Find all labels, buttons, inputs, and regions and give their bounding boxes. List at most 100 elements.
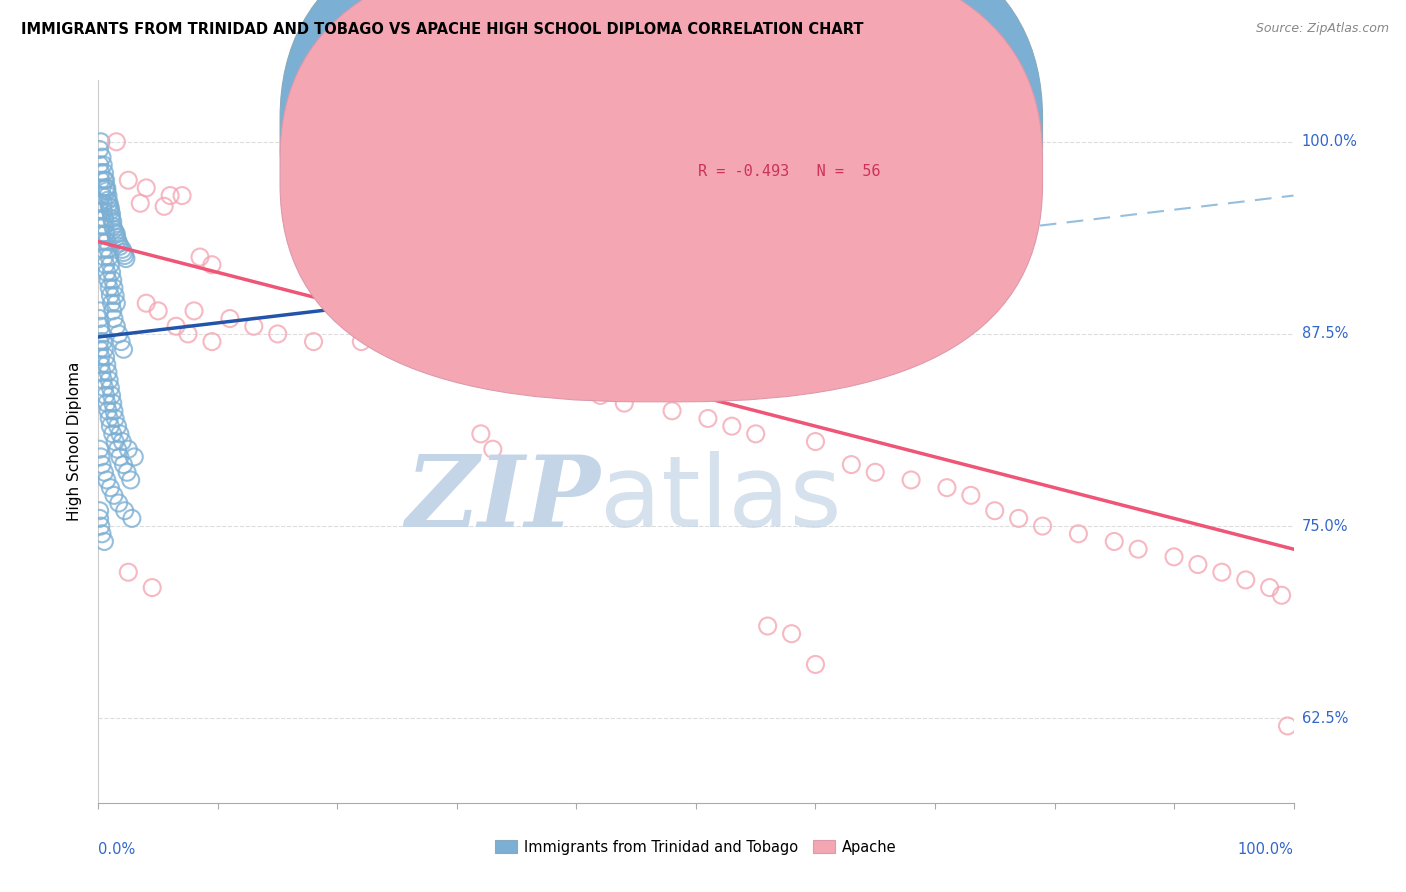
Point [815, 842, 838, 856]
Point [103, 222, 125, 236]
Point [98, 281, 121, 295]
Point [89, 442, 111, 457]
Point [1211, 565, 1233, 579]
Point [90, 165, 112, 179]
Text: 100.0%: 100.0% [1237, 842, 1294, 856]
Point [97, 188, 120, 202]
Point [936, 481, 959, 495]
Point [96, 235, 118, 249]
Point [93, 211, 115, 226]
Point [98, 196, 121, 211]
Point [103, 281, 125, 295]
Point [89, 334, 111, 349]
Point [112, 458, 135, 472]
Point [100, 296, 122, 310]
Point [398, 334, 420, 349]
Point [865, 465, 887, 479]
Point [780, 626, 803, 640]
Point [93, 250, 115, 264]
Point [101, 219, 124, 234]
Point [103, 404, 125, 418]
Point [541, 343, 564, 357]
Point [661, 404, 683, 418]
Point [900, 473, 922, 487]
Point [117, 442, 139, 457]
Point [97, 273, 120, 287]
Point [91, 526, 114, 541]
Point [104, 288, 127, 302]
Point [90, 319, 112, 334]
Point [98, 199, 121, 213]
Point [124, 450, 146, 464]
Point [90, 358, 112, 372]
Point [93, 173, 115, 187]
Point [201, 334, 224, 349]
Point [100, 265, 122, 279]
Point [90, 219, 112, 234]
Point [697, 411, 720, 425]
Point [1277, 719, 1299, 733]
Point [129, 196, 152, 211]
Text: 62.5%: 62.5% [1302, 711, 1348, 726]
Point [1271, 588, 1294, 602]
Text: 75.0%: 75.0% [1302, 518, 1348, 533]
FancyBboxPatch shape [619, 98, 1025, 211]
Point [135, 296, 157, 310]
Point [94, 181, 117, 195]
Text: R = -0.493   N =  56: R = -0.493 N = 56 [699, 164, 882, 178]
Point [93, 219, 115, 234]
Point [94, 350, 117, 364]
Point [94, 173, 117, 187]
Point [110, 334, 132, 349]
Point [98, 481, 122, 495]
Point [141, 581, 163, 595]
Legend: Immigrants from Trinidad and Tobago, Apache: Immigrants from Trinidad and Tobago, Apa… [489, 834, 903, 861]
Point [117, 565, 139, 579]
Point [90, 350, 112, 364]
Point [91, 326, 114, 341]
Point [1258, 581, 1281, 595]
Point [153, 199, 176, 213]
Point [101, 396, 124, 410]
Point [96, 265, 118, 279]
Point [589, 388, 612, 402]
Point [1104, 534, 1126, 549]
Point [89, 311, 111, 326]
Point [1163, 549, 1185, 564]
Point [984, 504, 1007, 518]
Point [96, 396, 118, 410]
Point [100, 211, 122, 226]
Point [104, 226, 127, 240]
Point [960, 488, 983, 502]
Point [159, 188, 181, 202]
Point [721, 419, 744, 434]
Point [103, 311, 125, 326]
Point [1128, 542, 1150, 557]
Point [103, 488, 125, 502]
Point [115, 252, 138, 266]
Point [90, 450, 112, 464]
Point [1187, 558, 1209, 572]
Point [107, 496, 129, 510]
Point [91, 181, 114, 195]
Point [91, 458, 114, 472]
Point [841, 458, 863, 472]
Point [1032, 519, 1054, 533]
Point [481, 442, 505, 457]
Point [96, 358, 118, 372]
Point [94, 388, 117, 402]
Point [458, 343, 481, 357]
Point [90, 519, 112, 533]
Point [98, 411, 121, 425]
Point [114, 248, 136, 262]
Point [165, 319, 187, 334]
Point [267, 326, 290, 341]
Point [108, 426, 131, 441]
Point [90, 211, 112, 226]
Point [94, 258, 117, 272]
Point [470, 426, 492, 441]
Point [172, 188, 194, 202]
Point [148, 304, 170, 318]
Point [89, 158, 111, 172]
Point [96, 184, 118, 198]
